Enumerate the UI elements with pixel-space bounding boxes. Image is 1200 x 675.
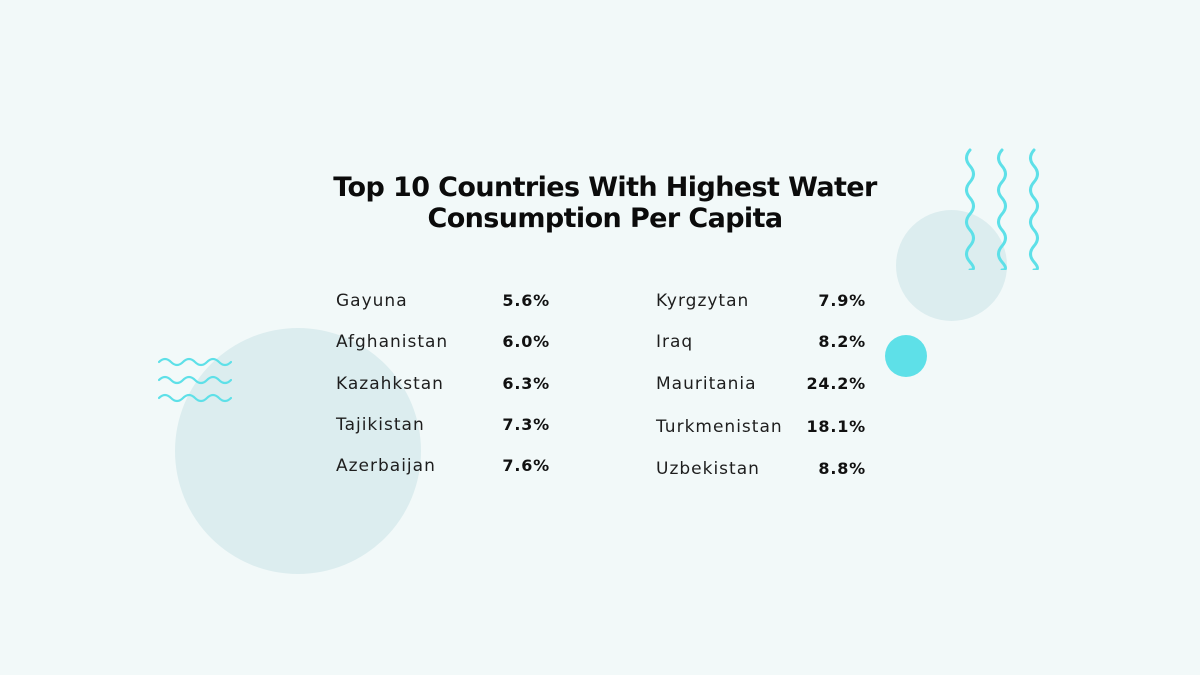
country-name: Tajikistan <box>336 415 425 435</box>
decorative-circle-medium <box>896 210 1007 321</box>
list-item: Mauritania 24.2% <box>0 372 900 396</box>
consumption-value: 8.2% <box>818 332 866 351</box>
list-item: Azerbaijan 7.6% <box>0 454 600 478</box>
country-name: Turkmenistan <box>656 417 783 437</box>
country-name: Afghanistan <box>336 332 449 352</box>
consumption-value: 8.8% <box>818 459 866 478</box>
list-item: Uzbekistan 8.8% <box>0 457 900 481</box>
list-item: Afghanistan 6.0% <box>0 330 600 354</box>
consumption-value: 24.2% <box>806 374 866 393</box>
list-item: Tajikistan 7.3% <box>0 413 600 437</box>
list-item: Kazahkstan 6.3% <box>0 372 600 396</box>
country-name: Kyrgzytan <box>656 291 750 311</box>
country-name: Iraq <box>656 332 694 352</box>
page-title: Top 10 Countries With Highest Water Cons… <box>333 172 877 234</box>
list-item: Turkmenistan 18.1% <box>0 415 900 439</box>
consumption-value: 7.9% <box>818 291 866 310</box>
country-name: Gayuna <box>336 291 408 311</box>
consumption-value: 6.0% <box>502 332 550 351</box>
consumption-value: 7.3% <box>502 415 550 434</box>
list-item: Iraq 8.2% <box>0 330 900 354</box>
decorative-circle-large <box>175 328 421 574</box>
country-name: Azerbaijan <box>336 456 436 476</box>
vertical-waves-icon <box>965 148 1039 270</box>
list-item: Kyrgzytan 7.9% <box>0 289 900 313</box>
consumption-value: 18.1% <box>806 417 866 436</box>
consumption-value: 6.3% <box>502 374 550 393</box>
country-name: Mauritania <box>656 374 757 394</box>
list-item: Gayuna 5.6% <box>0 289 600 313</box>
country-name: Uzbekistan <box>656 459 760 479</box>
consumption-value: 7.6% <box>502 456 550 475</box>
country-name: Kazahkstan <box>336 374 444 394</box>
consumption-value: 5.6% <box>502 291 550 310</box>
